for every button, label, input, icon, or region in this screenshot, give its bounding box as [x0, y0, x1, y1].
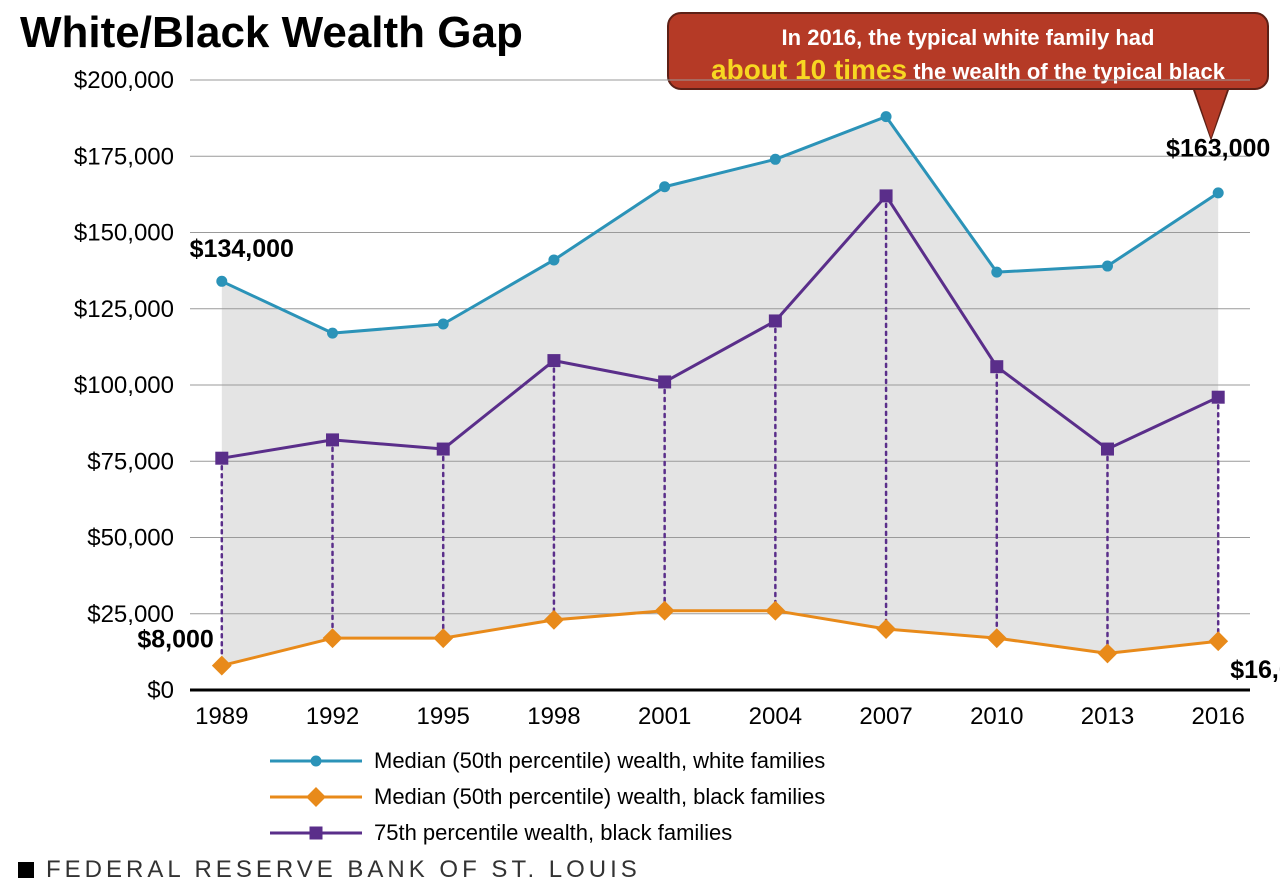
legend-swatch — [270, 751, 362, 771]
data-label: $163,000 — [1166, 134, 1270, 162]
x-tick-label: 1989 — [195, 703, 248, 730]
legend-label: Median (50th percentile) wealth, black f… — [374, 784, 825, 810]
series-marker-black_p75 — [1212, 391, 1224, 403]
y-tick-label: $50,000 — [87, 525, 174, 552]
source-text: FEDERAL RESERVE BANK OF ST. LOUIS — [46, 856, 641, 884]
x-tick-label: 2013 — [1081, 703, 1134, 730]
series-marker-black_p75 — [769, 315, 781, 327]
legend-item-black_median: Median (50th percentile) wealth, black f… — [270, 784, 825, 810]
x-tick-label: 1995 — [417, 703, 470, 730]
series-marker-white_median — [992, 267, 1002, 277]
series-marker-white_median — [770, 154, 780, 164]
data-label: $8,000 — [137, 625, 213, 653]
series-marker-white_median — [549, 255, 559, 265]
x-tick-label: 1992 — [306, 703, 359, 730]
series-marker-black_p75 — [991, 361, 1003, 373]
x-tick-label: 2004 — [749, 703, 802, 730]
x-tick-label: 2016 — [1192, 703, 1245, 730]
y-tick-label: $75,000 — [87, 448, 174, 475]
legend-item-white_median: Median (50th percentile) wealth, white f… — [270, 748, 825, 774]
y-tick-label: $175,000 — [74, 143, 174, 170]
x-tick-label: 2001 — [638, 703, 691, 730]
series-marker-white_median — [1102, 261, 1112, 271]
legend-label: Median (50th percentile) wealth, white f… — [374, 748, 825, 774]
series-marker-white_median — [660, 182, 670, 192]
series-marker-white_median — [1213, 188, 1223, 198]
gap-area — [222, 117, 1218, 666]
y-tick-label: $200,000 — [74, 67, 174, 94]
y-tick-label: $25,000 — [87, 601, 174, 628]
x-tick-label: 1998 — [527, 703, 580, 730]
x-tick-label: 2007 — [859, 703, 912, 730]
data-label: $16,000 — [1230, 656, 1280, 684]
x-tick-label: 2010 — [970, 703, 1023, 730]
legend-swatch — [270, 823, 362, 843]
data-label: $134,000 — [190, 235, 294, 263]
series-marker-black_p75 — [548, 355, 560, 367]
y-tick-label: $100,000 — [74, 372, 174, 399]
legend-label: 75th percentile wealth, black families — [374, 820, 732, 846]
legend-swatch — [270, 787, 362, 807]
series-marker-black_p75 — [1101, 443, 1113, 455]
series-marker-white_median — [881, 112, 891, 122]
y-tick-label: $125,000 — [74, 296, 174, 323]
series-marker-white_median — [328, 328, 338, 338]
legend-item-black_p75: 75th percentile wealth, black families — [270, 820, 732, 846]
wealth-gap-chart: $0 $25,000 $50,000 $75,000 $100,000 $125,000 $… — [0, 0, 1280, 750]
series-marker-black_p75 — [216, 452, 228, 464]
series-marker-black_p75 — [659, 376, 671, 388]
y-tick-label: $0 — [147, 677, 174, 704]
series-marker-black_p75 — [880, 190, 892, 202]
y-tick-label: $150,000 — [74, 220, 174, 247]
source-marker — [18, 862, 34, 878]
series-marker-black_p75 — [437, 443, 449, 455]
series-marker-black_p75 — [327, 434, 339, 446]
series-marker-white_median — [438, 319, 448, 329]
series-marker-white_median — [217, 276, 227, 286]
